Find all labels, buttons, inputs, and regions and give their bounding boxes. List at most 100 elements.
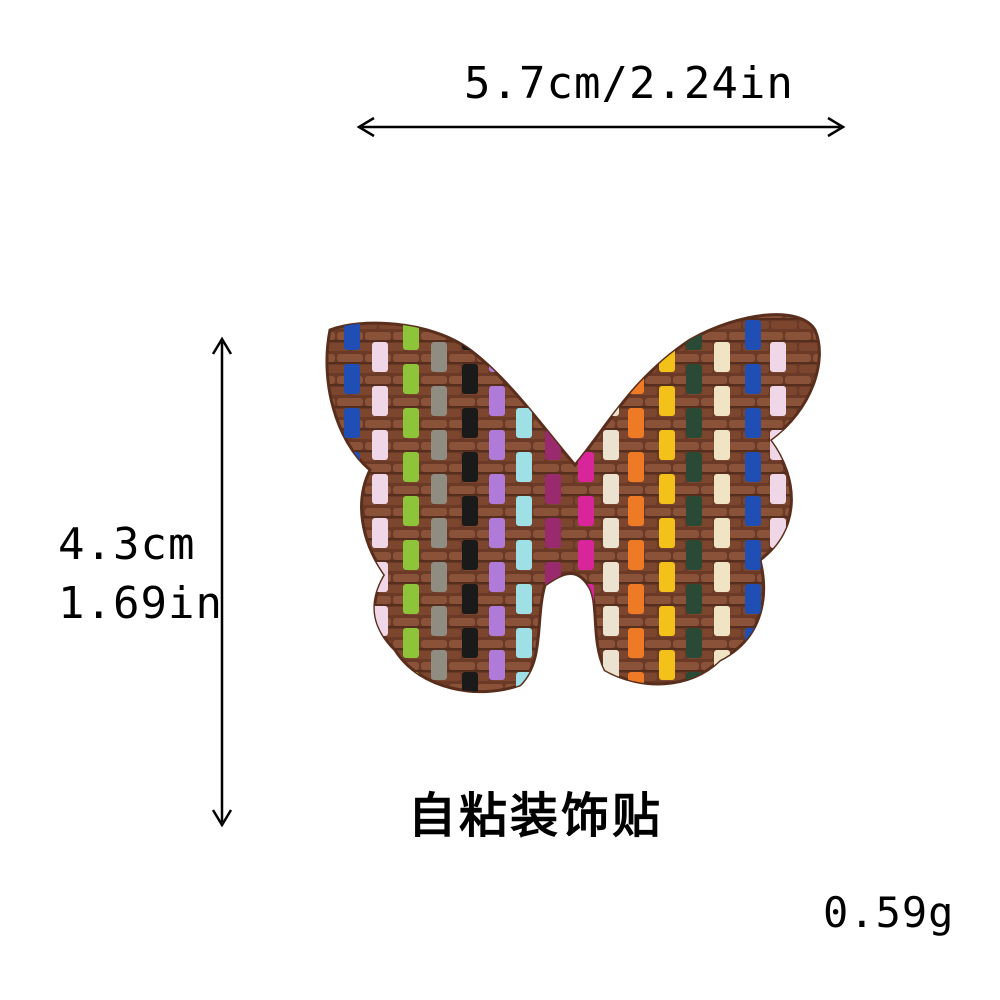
woven-stripe [603,342,619,372]
woven-stripe [686,452,702,482]
woven-stripe [578,364,594,394]
woven-stripe [372,562,388,592]
woven-stripe [489,430,505,460]
woven-stripe [628,672,644,692]
woven-stripe [372,430,388,460]
woven-stripe [372,650,388,680]
woven-stripe [403,408,419,438]
woven-stripe [403,364,419,394]
woven-stripe [659,386,675,416]
woven-stripe [770,562,786,592]
woven-stripe [431,430,447,460]
woven-stripe [372,518,388,548]
woven-stripe [431,650,447,680]
woven-stripe [516,408,532,438]
woven-stripe [603,606,619,636]
woven-stripe [516,496,532,526]
woven-stripe [745,584,761,614]
woven-stripe [745,320,761,350]
woven-stripe [545,342,561,372]
woven-stripe [714,430,730,460]
woven-stripe [545,694,561,724]
woven-stripe [431,562,447,592]
woven-stripe [714,694,730,724]
woven-stripe [686,540,702,570]
woven-stripe [603,650,619,680]
height-dimension-imperial: 1.69in [58,578,223,629]
woven-stripe [403,452,419,482]
woven-stripe [431,342,447,372]
woven-stripe [431,474,447,504]
woven-stripe [403,584,419,614]
woven-stripe [489,474,505,504]
woven-stripe [516,540,532,570]
woven-stripe [431,518,447,548]
woven-stripe [628,320,644,350]
woven-stripe [578,496,594,526]
woven-stripe [545,518,561,548]
woven-stripe [659,430,675,460]
woven-stripe [745,364,761,394]
woven-stripe [344,628,360,658]
woven-stripe [745,540,761,570]
woven-stripe [372,386,388,416]
woven-stripe [578,452,594,482]
woven-stripe [489,650,505,680]
woven-stripe [686,408,702,438]
woven-stripe [431,386,447,416]
woven-butterfly-icon [325,313,821,724]
woven-stripe [431,606,447,636]
woven-stripe [489,694,505,724]
woven-stripe [344,496,360,526]
woven-stripe [745,452,761,482]
woven-stripe [403,320,419,350]
woven-stripe [431,694,447,724]
woven-stripe [403,672,419,692]
woven-stripe [603,430,619,460]
woven-stripe [745,672,761,692]
woven-stripe [628,584,644,614]
woven-stripe [714,562,730,592]
woven-stripe [516,320,532,350]
woven-stripe [714,386,730,416]
woven-stripe [603,386,619,416]
woven-stripe [545,650,561,680]
woven-stripe [686,364,702,394]
woven-stripe [344,452,360,482]
woven-stripe [462,364,478,394]
woven-stripe [578,540,594,570]
woven-stripe [344,672,360,692]
woven-stripe [659,650,675,680]
woven-stripe [516,364,532,394]
woven-stripe [770,342,786,372]
woven-stripe [344,364,360,394]
woven-stripe [770,650,786,680]
woven-stripe [745,496,761,526]
woven-stripe [545,606,561,636]
woven-stripe [578,584,594,614]
woven-stripe [545,386,561,416]
woven-stripe [659,694,675,724]
woven-stripe [686,496,702,526]
woven-stripe [714,518,730,548]
woven-stripe [372,474,388,504]
woven-stripe [344,408,360,438]
woven-stripe [578,672,594,692]
woven-stripe [628,496,644,526]
woven-stripe [686,584,702,614]
woven-stripe [545,474,561,504]
woven-stripe [344,540,360,570]
woven-stripe [489,518,505,548]
product-caption: 自粘装饰贴 [408,788,664,844]
woven-stripe [686,320,702,350]
woven-stripe [344,320,360,350]
woven-stripe [628,408,644,438]
woven-stripe [628,628,644,658]
woven-stripe [603,694,619,724]
weight-label: 0.59g [823,888,955,937]
height-dimension-metric: 4.3cm [58,519,196,570]
woven-stripe [714,474,730,504]
woven-stripe [489,562,505,592]
woven-stripe [462,496,478,526]
width-arrow [356,116,846,138]
